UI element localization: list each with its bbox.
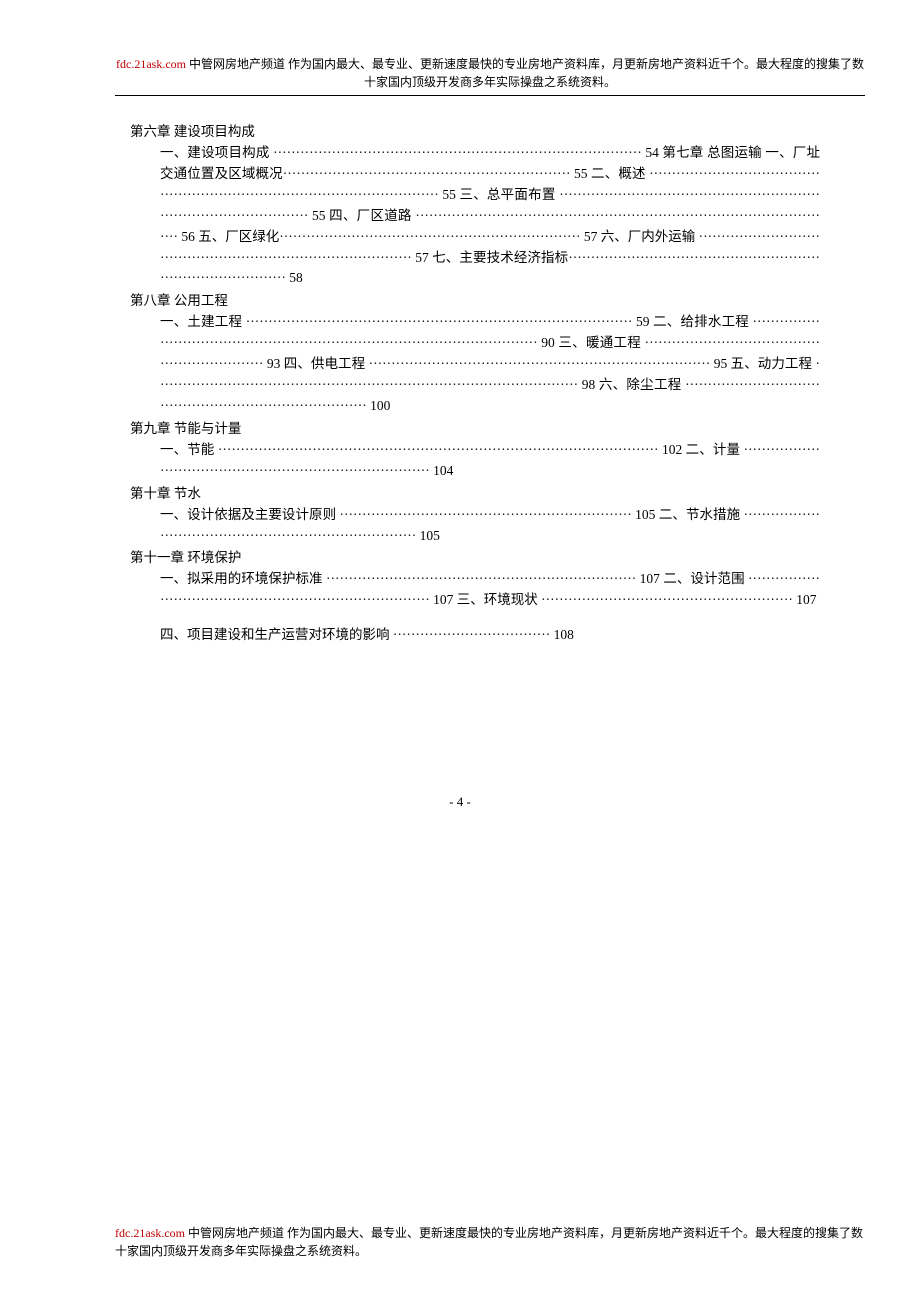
footer-text: 中管网房地产频道 作为国内最大、最专业、更新速度最快的专业房地产资料库，月更新房… bbox=[115, 1226, 863, 1258]
chapter-11-title: 第十一章 环境保护 bbox=[130, 548, 820, 569]
chapter-9-title: 第九章 节能与计量 bbox=[130, 419, 820, 440]
chapter-11-entries: 一、拟采用的环境保护标准 ···························… bbox=[160, 569, 820, 611]
chapter-10-entries: 一、设计依据及主要设计原则 ··························… bbox=[160, 505, 820, 547]
toc-content: 第六章 建设项目构成 一、建设项目构成 ····················… bbox=[130, 120, 820, 646]
page-header: fdc.21ask.com 中管网房地产频道 作为国内最大、最专业、更新速度最快… bbox=[115, 55, 865, 96]
chapter-10-title: 第十章 节水 bbox=[130, 484, 820, 505]
chapter-11-extra: 四、项目建设和生产运营对环境的影响 ······················… bbox=[160, 625, 820, 646]
chapter-6-entries: 一、建设项目构成 ·······························… bbox=[160, 143, 820, 289]
chapter-8-entries: 一、土建工程 ·································… bbox=[160, 312, 820, 417]
brand-link-footer: fdc.21ask.com bbox=[115, 1226, 185, 1240]
page-footer: fdc.21ask.com 中管网房地产频道 作为国内最大、最专业、更新速度最快… bbox=[115, 1224, 865, 1260]
brand-link: fdc.21ask.com bbox=[116, 57, 186, 71]
chapter-6-title: 第六章 建设项目构成 bbox=[130, 122, 820, 143]
chapter-8-title: 第八章 公用工程 bbox=[130, 291, 820, 312]
chapter-9-entries: 一、节能 ···································… bbox=[160, 440, 820, 482]
page-number: - 4 - bbox=[0, 794, 920, 810]
header-text: 中管网房地产频道 作为国内最大、最专业、更新速度最快的专业房地产资料库，月更新房… bbox=[186, 57, 864, 89]
